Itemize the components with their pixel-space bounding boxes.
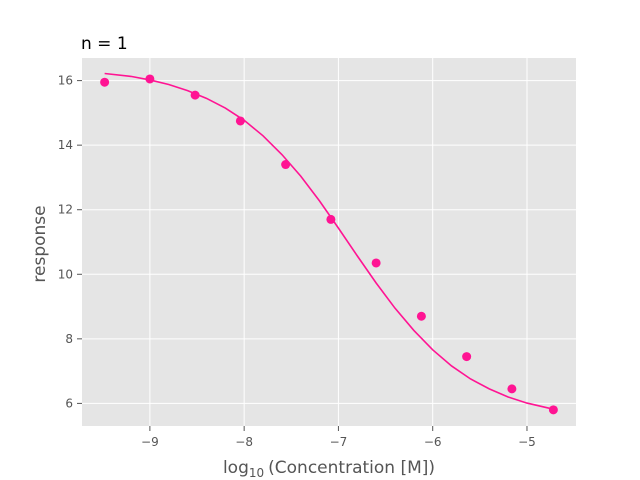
y-tick-label: 16 [58,74,73,88]
x-tick-label: −7 [330,435,348,449]
fit-curve [104,72,554,410]
x-tick-label: −9 [141,435,159,449]
data-point [548,405,558,415]
data-point [281,160,291,170]
data-point [326,214,336,224]
x-tick-label: −8 [235,435,253,449]
y-tick-label: 12 [58,203,73,217]
x-axis-label-subscript: 10 [249,466,264,480]
data-point [462,352,472,362]
y-tick-label: 14 [58,138,73,152]
data-point [371,258,381,268]
x-axis-label-prefix: log [223,458,249,478]
y-axis-ticks: 6 8 10 12 14 16 [58,74,82,410]
fit-curve-layer [104,72,554,410]
y-tick-label: 10 [58,267,73,281]
data-point [507,384,517,394]
x-axis-ticks: −9 −8 −7 −6 −5 [141,426,536,449]
x-axis-label-suffix: (Concentration [M]) [268,458,435,478]
data-point [416,311,426,321]
x-tick-label: −5 [518,435,536,449]
plot-background [82,58,576,426]
data-points-layer [100,74,558,415]
data-point [190,90,200,100]
data-point [100,77,110,87]
x-tick-label: −6 [424,435,442,449]
data-point [145,74,155,84]
chart-title: n = 1 [81,34,128,54]
data-point [235,116,245,126]
x-axis-label: log10 (Concentration [M]) [223,458,435,480]
y-axis-label: response [30,205,50,282]
y-tick-label: 6 [65,396,73,410]
y-tick-label: 8 [65,332,73,346]
